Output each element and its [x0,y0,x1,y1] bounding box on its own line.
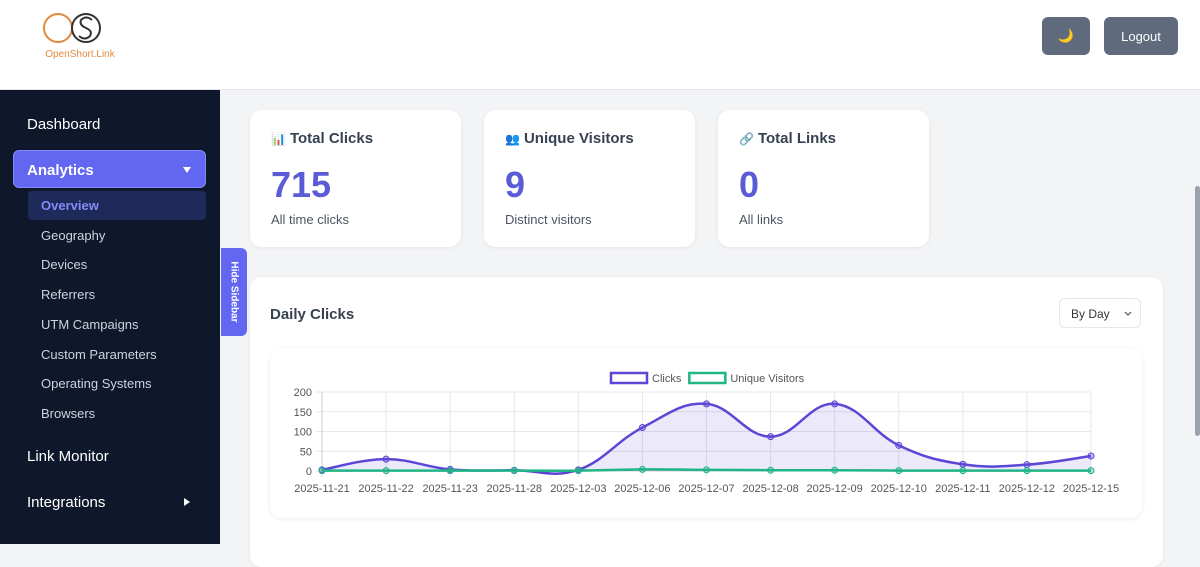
hide-sidebar-button[interactable]: Hide Sidebar [221,248,247,336]
nav-item[interactable]: Dashboard [27,116,101,133]
stat-caption: Distinct visitors [505,212,592,227]
logo[interactable]: OpenShort.Link [42,10,122,62]
logo-s [78,16,93,40]
stat-value: 9 [505,164,526,205]
stat-card: 🔗 Total Links 0 All links [718,110,929,247]
active-sub-bg [28,191,206,220]
chart-panel-title: Daily Clicks [270,306,355,323]
nav-item[interactable]: Integrations [27,493,106,511]
stat-title: 🔗 Total Links [739,130,836,147]
nav-subitem[interactable]: Custom Parameters [41,346,157,362]
stat-icon: 👥 [505,132,520,146]
stat-caption: All time clicks [271,212,350,227]
stat-card: 📊 Total Clicks 715 All time clicks [250,110,461,247]
chart-box [270,348,1142,518]
nav-subitem[interactable]: Operating Systems [41,376,152,392]
stat-title-text: Unique Visitors [523,130,634,147]
stat-icon: 🔗 [739,132,754,146]
theme-button[interactable]: 🌙 [1042,17,1090,55]
nav-caret [183,167,191,173]
stat-value: 0 [739,164,760,205]
logout-button[interactable]: Logout [1104,17,1178,55]
nav-item[interactable]: Analytics [27,162,94,179]
group-select[interactable]: By Day [1059,298,1141,328]
stat-title-text: Total Links [757,130,837,147]
nav-item[interactable]: Link Monitor [27,447,109,465]
stat-title-text: Total Clicks [289,130,374,147]
logo-ring [71,13,101,43]
nav-subitem[interactable]: Browsers [41,405,96,421]
nav-subitem[interactable]: UTM Campaigns [41,316,139,332]
active-item-bg [13,150,206,188]
scrollbar[interactable] [1195,186,1200,436]
stat-card: 👥 Unique Visitors 9 Distinct visitors [484,110,695,247]
stat-title: 👥 Unique Visitors [505,130,634,147]
group-select-label: By Day [1071,307,1110,321]
stat-caption: All links [739,212,784,227]
nav-subitem[interactable]: Referrers [41,287,96,303]
stat-icon: 📊 [271,132,286,146]
chart-panel: Daily Clicks By Day [250,277,1163,567]
logo-text: OpenShort.Link [45,49,115,60]
hide-sidebar-label: Hide Sidebar [228,261,240,323]
nav-subitem[interactable]: Overview [41,198,99,213]
header: OpenShort.Link 🌙 Logout [0,0,1200,90]
stat-value: 715 [271,164,332,205]
nav-subitem[interactable]: Geography [41,227,106,243]
stat-title: 📊 Total Clicks [271,130,373,147]
select-caret [1124,311,1132,316]
logo-ring [43,13,73,43]
nav-caret [184,497,190,506]
nav-subitem[interactable]: Devices [41,257,88,273]
sidebar: Dashboard Analytics Overview Geography Devic… [0,90,220,544]
